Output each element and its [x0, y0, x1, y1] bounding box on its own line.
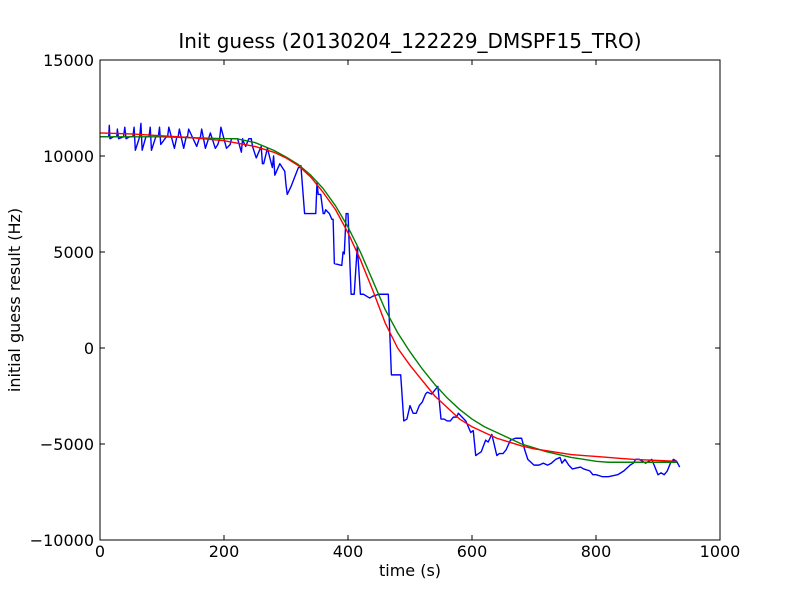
y-tick-label: 15000: [43, 51, 94, 70]
x-axis-ticks: 0 200 400 600 800 1000: [95, 60, 740, 561]
y-tick-label: 10000: [43, 147, 94, 166]
y-axis-label: initial guess result (Hz): [5, 208, 24, 392]
y-tick-label: 5000: [53, 243, 94, 262]
series-line-3: [99, 132, 677, 462]
chart-title: Init guess (20130204_122229_DMSPF15_TRO): [178, 29, 641, 53]
series-line-2: [100, 136, 677, 463]
x-tick-label: 600: [457, 542, 488, 561]
series-line-1: [100, 122, 681, 478]
x-axis-label: time (s): [379, 561, 441, 580]
x-tick-label: 200: [209, 542, 240, 561]
y-tick-label: −5000: [40, 435, 94, 454]
y-tick-label: 0: [84, 339, 94, 358]
y-axis-ticks: −10000 −5000 0 5000 10000 15000: [30, 51, 720, 550]
series-layer: [99, 122, 681, 478]
x-tick-label: 1000: [700, 542, 741, 561]
y-tick-label: −10000: [30, 531, 94, 550]
x-tick-label: 400: [333, 542, 364, 561]
plot-frame: [99, 59, 721, 541]
x-tick-label: 0: [95, 542, 105, 561]
x-tick-label: 800: [581, 542, 612, 561]
